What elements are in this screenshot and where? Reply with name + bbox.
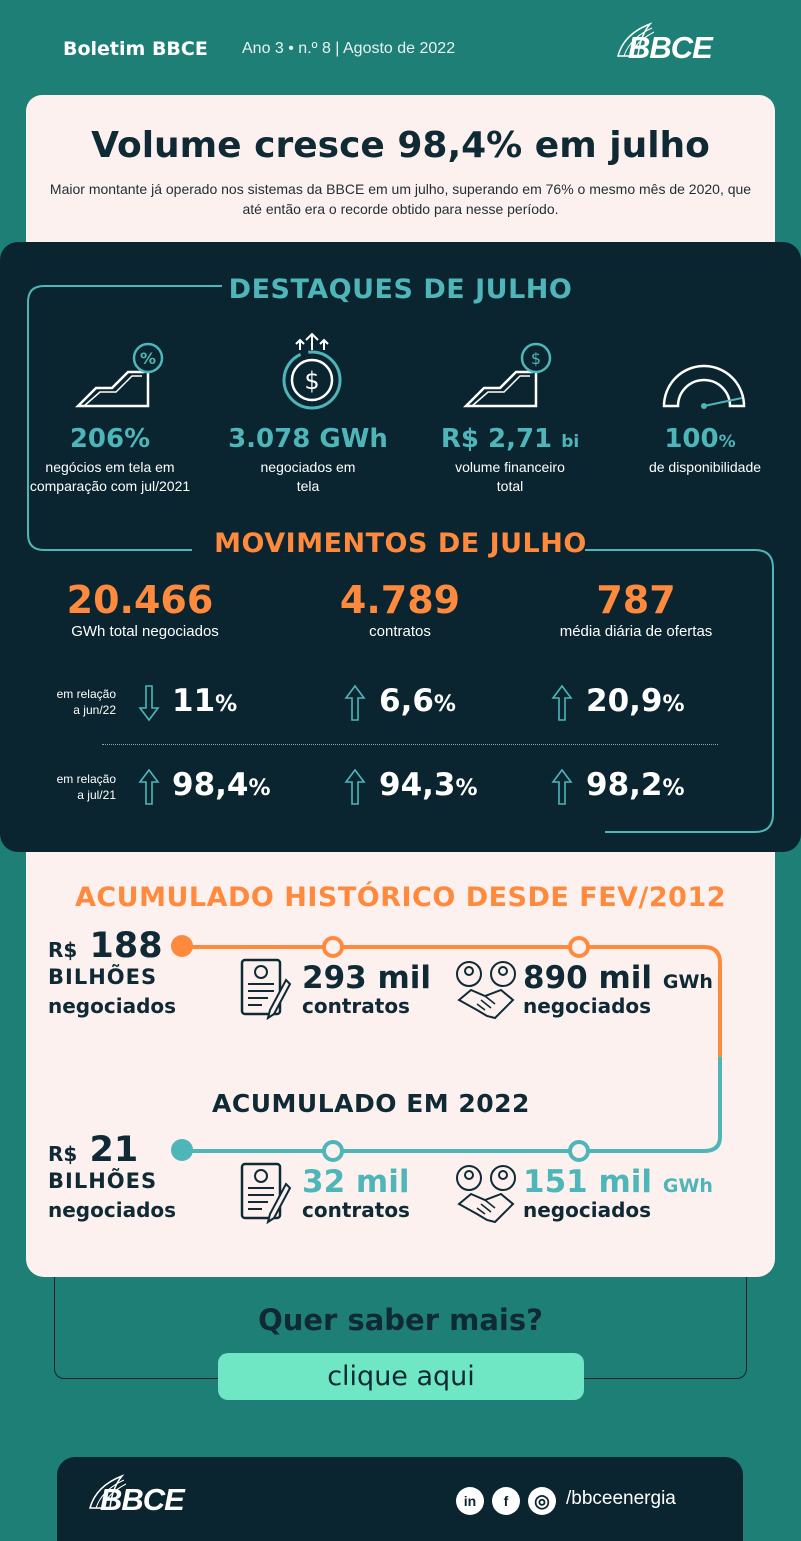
contract-document-icon <box>240 1162 292 1224</box>
year-energy-label: negociados <box>523 1198 652 1222</box>
movement-value: 20.466 <box>66 578 214 622</box>
timeline-line-2022 <box>182 1149 702 1153</box>
svg-text:$: $ <box>304 367 319 395</box>
social-handle[interactable]: /bbceenergia <box>566 1488 676 1509</box>
highlight-value: 100% <box>664 424 736 454</box>
highlight-label: volume financeiro total <box>455 459 565 494</box>
arrow-up-icon <box>344 684 366 721</box>
bbce-wave-icon <box>617 22 655 57</box>
historic-title: ACUMULADO HISTÓRICO DESDE FEV/2012 <box>74 882 727 913</box>
highlights-panel <box>0 242 801 852</box>
movement-value: 787 <box>596 578 676 622</box>
arrow-down-icon <box>138 685 160 722</box>
contract-document-icon <box>240 958 292 1020</box>
facebook-icon[interactable]: f <box>492 1487 520 1515</box>
comparison-value: 6,6% <box>379 683 456 719</box>
movement-label: contratos <box>369 623 431 640</box>
comparison-label: em relação a jun/22 <box>56 687 116 717</box>
movement-value: 4.789 <box>339 578 461 622</box>
issue-info: Ano 3 • n.º 8 | Agosto de 2022 <box>242 40 456 57</box>
historic-money-value: R$ 188 <box>48 926 163 966</box>
year-money-value: R$ 21 <box>48 1130 139 1170</box>
growth-chart-percent-icon: % <box>74 342 164 408</box>
row-divider <box>102 744 718 745</box>
linkedin-icon[interactable]: in <box>456 1487 484 1515</box>
year-contracts-value: 32 mil <box>302 1164 410 1200</box>
footer-bbce-logo[interactable]: BBCE <box>82 1468 212 1520</box>
timeline-dot <box>568 1140 590 1162</box>
highlight-label: negócios em tela em comparação com jul/2… <box>29 459 191 494</box>
timeline-dot <box>322 936 344 958</box>
highlight-value: 3.078 GWh <box>228 424 388 454</box>
timeline-line-historic <box>182 945 702 949</box>
movimentos-title: MOVIMENTOS DE JULHO <box>214 528 587 559</box>
historic-contracts-label: contratos <box>302 994 410 1018</box>
comparison-value: 98,2% <box>586 767 685 803</box>
highlight-label: negociados em tela <box>260 459 356 494</box>
comparison-value: 11% <box>172 683 238 719</box>
bbce-logo[interactable]: BBCE <box>610 16 736 68</box>
bbce-wave-icon <box>89 1474 127 1509</box>
arrow-up-icon <box>138 768 160 805</box>
subheadline: Maior montante já operado nos sistemas d… <box>49 181 752 217</box>
movement-label: média diária de ofertas <box>559 623 713 640</box>
movement-label: GWh total negociados <box>71 623 219 640</box>
historic-money-unit: BILHÕES <box>48 965 158 989</box>
comparison-value: 94,3% <box>379 767 478 803</box>
timeline-dot <box>171 1139 193 1161</box>
arrow-up-icon <box>551 684 573 721</box>
gauge-icon <box>662 364 746 409</box>
comparison-value: 20,9% <box>586 683 685 719</box>
timeline-dot <box>171 935 193 957</box>
year-money-unit: BILHÕES <box>48 1169 158 1193</box>
timeline-dot <box>322 1140 344 1162</box>
svg-text:$: $ <box>531 349 541 368</box>
historic-energy-value: 890 mil GWh <box>523 960 713 996</box>
year-energy-value: 151 mil GWh <box>523 1164 713 1200</box>
logo-text: BBCE <box>100 1482 185 1517</box>
arrow-up-icon <box>344 768 366 805</box>
cta-question: Quer saber mais? <box>258 1303 543 1337</box>
year-2022-title: ACUMULADO EM 2022 <box>212 1089 530 1118</box>
highlight-value: R$ 2,71 bi <box>440 424 580 454</box>
growth-chart-dollar-icon: $ <box>462 342 552 408</box>
historic-money-label: negociados <box>48 994 177 1018</box>
bulletin-title: Boletim BBCE <box>63 38 208 60</box>
dollar-coin-icon: $ <box>282 332 342 410</box>
svg-text:%: % <box>140 349 156 368</box>
highlight-label: de disponibilidade <box>648 459 762 475</box>
highlight-value: 206% <box>69 424 151 454</box>
headline: Volume cresce 98,4% em julho <box>91 125 710 166</box>
accumulated-card <box>26 852 775 1277</box>
footer-bar <box>57 1457 743 1541</box>
year-contracts-label: contratos <box>302 1198 410 1222</box>
timeline-curve <box>690 945 722 1153</box>
year-money-label: negociados <box>48 1198 177 1222</box>
historic-energy-label: negociados <box>523 994 652 1018</box>
decorative-frame-lines <box>27 285 774 833</box>
instagram-icon[interactable]: ◎ <box>528 1487 556 1515</box>
timeline-dot <box>568 936 590 958</box>
click-here-button[interactable]: clique aqui <box>218 1353 584 1400</box>
arrow-up-icon <box>551 768 573 805</box>
handshake-people-icon <box>456 961 516 1020</box>
logo-text: BBCE <box>628 30 713 65</box>
comparison-label: em relação a jul/21 <box>56 772 116 802</box>
destaques-title: DESTAQUES DE JULHO <box>228 274 573 305</box>
comparison-value: 98,4% <box>172 767 271 803</box>
historic-contracts-value: 293 mil <box>302 960 432 996</box>
handshake-people-icon <box>456 1165 516 1224</box>
